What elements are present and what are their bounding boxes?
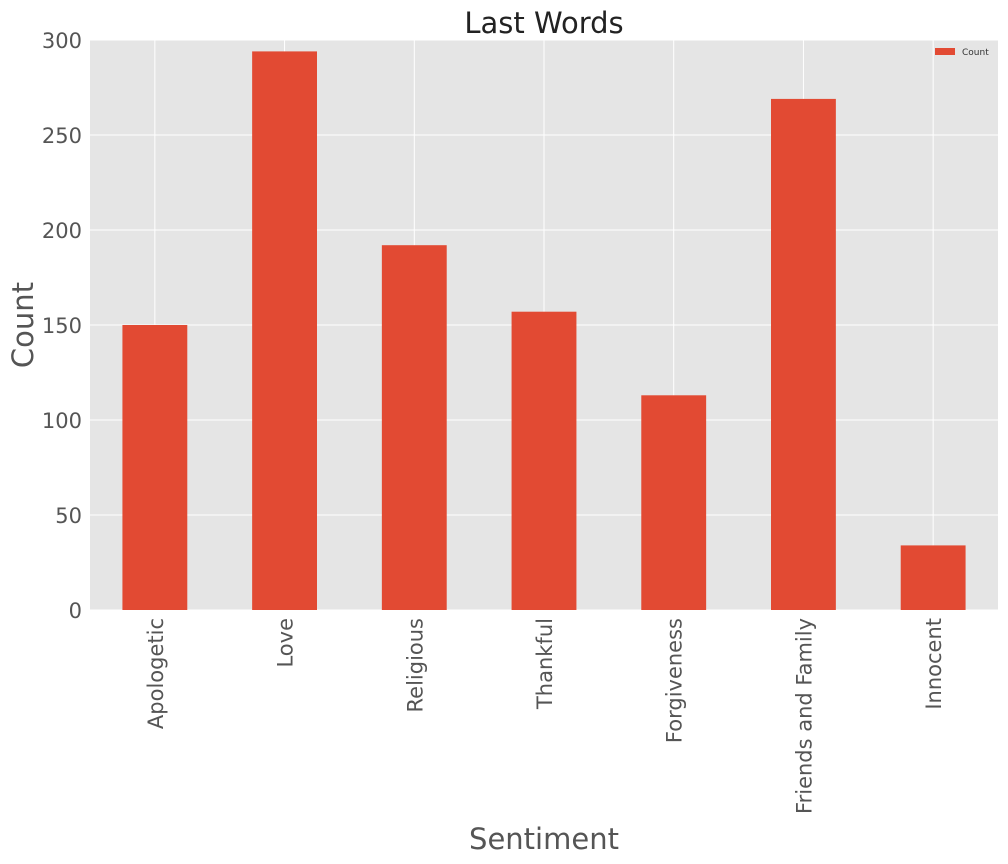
bar-apologetic: [122, 325, 188, 610]
bar-innocent: [900, 545, 966, 610]
y-axis-title: Count: [6, 282, 40, 368]
bar-friends-and-family: [771, 98, 836, 611]
bar-religious: [381, 245, 447, 610]
y-tick-label: 200: [42, 219, 82, 243]
x-tick-label: Apologetic: [144, 618, 168, 729]
x-axis-title: Sentiment: [469, 822, 619, 856]
x-tick-label: Thankful: [533, 618, 557, 710]
y-tick-label: 50: [55, 504, 82, 528]
x-tick-label: Religious: [403, 618, 427, 713]
legend-swatch: [935, 48, 955, 55]
x-tick-labels: Apologetic Love Religious Thankful Forgivene…: [144, 618, 946, 814]
x-tick-label: Love: [274, 618, 298, 668]
x-tick-label: Forgiveness: [663, 618, 687, 743]
chart-title: Last Words: [464, 6, 623, 40]
bar-thankful: [511, 311, 577, 610]
y-tick-label: 250: [42, 124, 82, 148]
x-tick-label: Friends and Family: [792, 618, 816, 814]
bar-love: [252, 51, 317, 610]
y-tick-label: 0: [69, 599, 82, 623]
legend-label: Count: [962, 48, 989, 58]
legend: Count: [935, 48, 989, 58]
bars: [122, 51, 966, 611]
y-tick-labels: 0 50 100 150 200 250 300: [42, 29, 82, 623]
y-tick-label: 100: [42, 409, 82, 433]
y-tick-label: 150: [42, 314, 82, 338]
x-tick-label: Innocent: [922, 618, 946, 710]
y-tick-label: 300: [42, 29, 82, 53]
bar-forgiveness: [641, 395, 707, 610]
